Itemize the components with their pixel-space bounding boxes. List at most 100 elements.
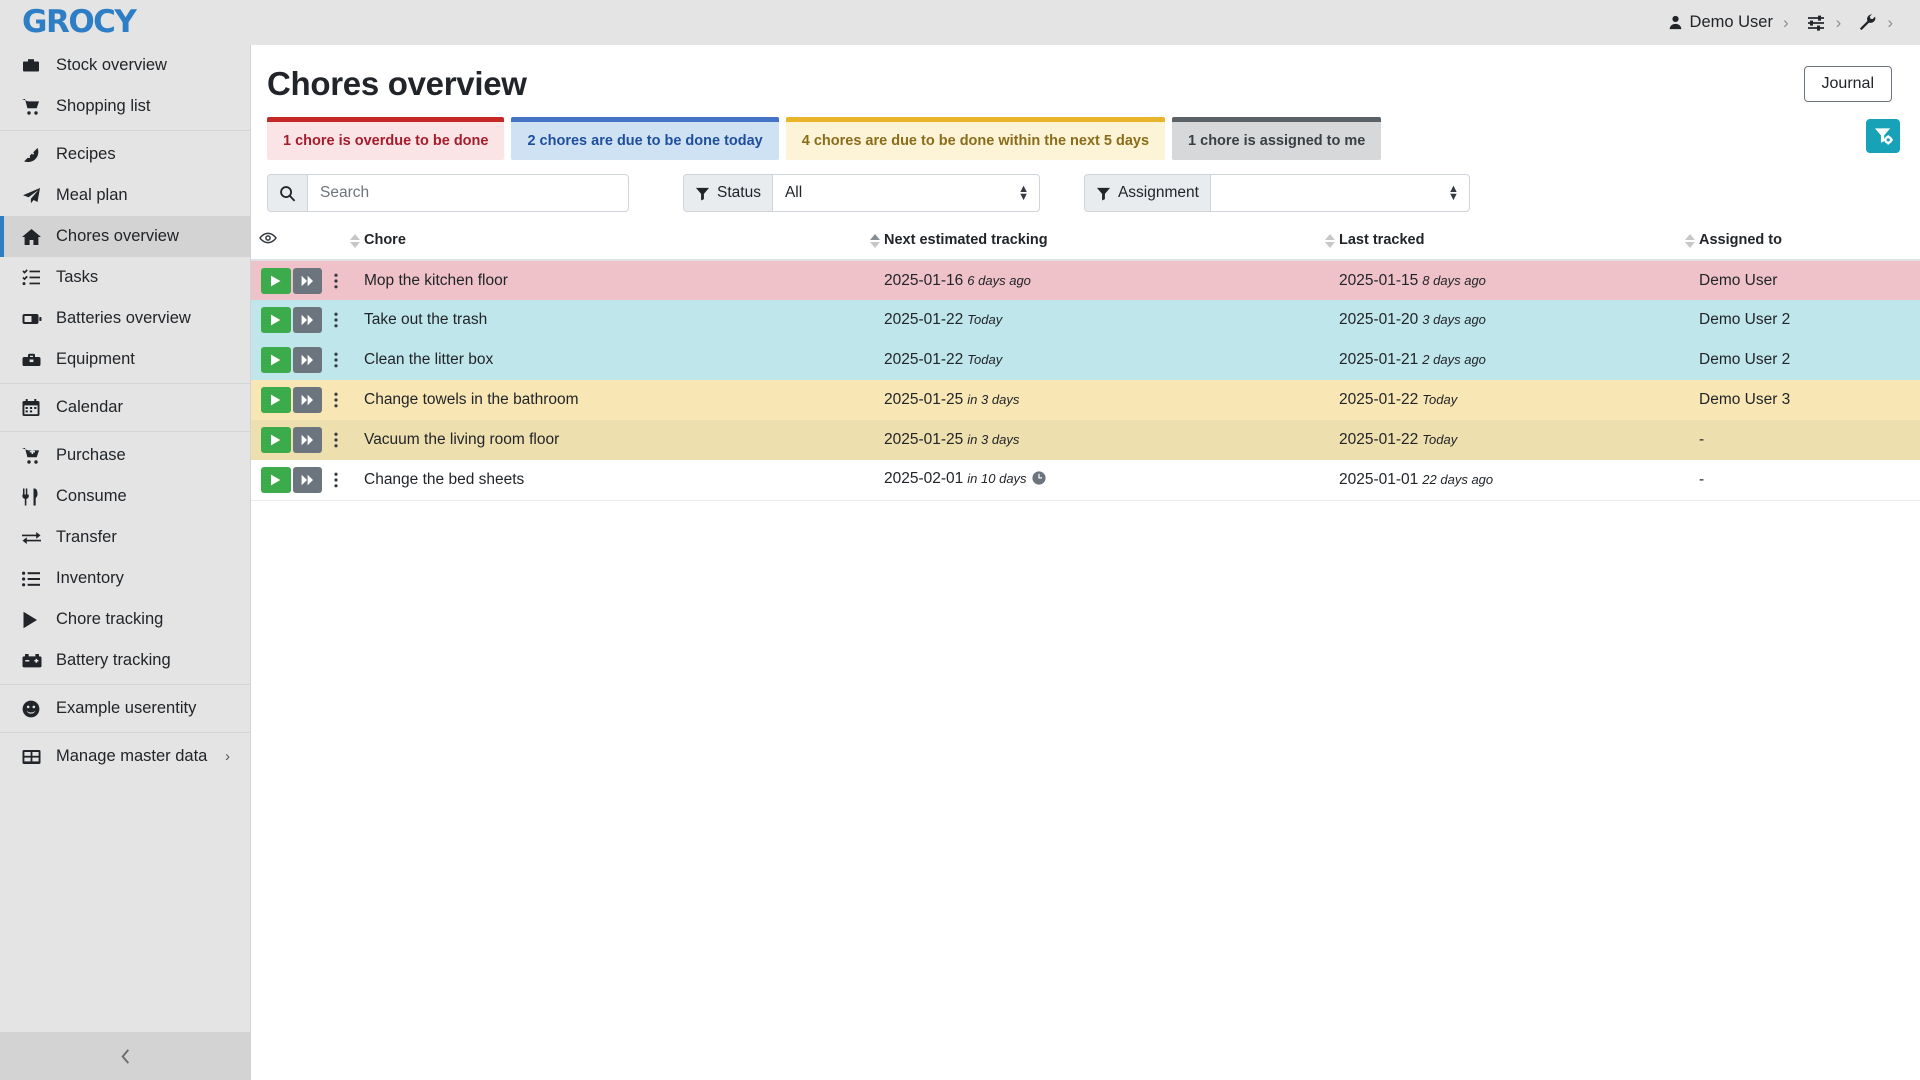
skip-chore-button[interactable] <box>292 347 323 373</box>
sidebar-item-stock-overview[interactable]: Stock overview <box>0 45 250 86</box>
row-menu-button[interactable] <box>324 427 348 453</box>
status-card[interactable]: 4 chores are due to be done within the n… <box>785 117 1166 160</box>
sidebar-item-chores-overview[interactable]: Chores overview <box>0 216 250 257</box>
next-date: 2025-01-25 <box>884 431 964 448</box>
sort-indicator-icon[interactable] <box>870 233 880 248</box>
last-date: 2025-01-01 <box>1339 470 1419 488</box>
person-icon <box>1668 15 1683 30</box>
pizza-icon <box>22 146 44 164</box>
assignment-filter-select[interactable]: ▲ ▼ <box>1209 174 1470 212</box>
sidebar-item-label: Meal plan <box>56 186 128 204</box>
last-relative: 3 days ago <box>1422 312 1486 327</box>
cart-icon <box>22 98 44 116</box>
sidebar-item-tasks[interactable]: Tasks <box>0 257 250 298</box>
cart-plus-icon <box>22 447 44 465</box>
chevron-right-icon[interactable]: › <box>225 748 230 765</box>
sidebar-item-purchase[interactable]: Purchase <box>0 435 250 476</box>
column-header-eye-icon <box>251 222 356 261</box>
column-header-next-tracking[interactable]: Next estimated tracking <box>870 222 1331 261</box>
eye-icon[interactable] <box>259 232 277 244</box>
settings-menu[interactable] <box>1800 14 1832 32</box>
column-header-assigned-to[interactable]: Assigned to <box>1685 222 1920 261</box>
sidebar-item-inventory[interactable]: Inventory <box>0 558 250 599</box>
table-row[interactable]: Change the bed sheets 2025-02-01 in 10 day… <box>251 460 1920 500</box>
sidebar-item-calendar[interactable]: Calendar <box>0 387 250 428</box>
status-card[interactable]: 1 chore is overdue to be done <box>267 117 505 160</box>
cell-last-tracked: 2025-01-22 Today <box>1331 420 1691 460</box>
next-date: 2025-01-25 <box>884 391 964 408</box>
search-addon <box>267 174 307 212</box>
table-row[interactable]: Change towels in the bathroom 2025-01-25 i… <box>251 380 1920 420</box>
skip-chore-button[interactable] <box>292 267 323 294</box>
cell-chore-name: Change towels in the bathroom <box>364 391 579 408</box>
sidebar-separator <box>0 383 250 384</box>
sort-indicator-icon[interactable] <box>1685 233 1695 248</box>
table-row[interactable]: Vacuum the living room floor 2025-01-25 in… <box>251 420 1920 460</box>
track-chore-button[interactable] <box>261 307 291 333</box>
filter-cog-icon <box>1874 128 1893 145</box>
journal-button[interactable]: Journal <box>1803 66 1892 102</box>
status-card-bar <box>785 117 1166 122</box>
status-card-label: 1 chore is assigned to me <box>1172 122 1382 160</box>
chevron-left-icon <box>120 1048 129 1064</box>
sidebar-item-manage-master-data[interactable]: Manage master data › <box>0 736 250 777</box>
sidebar-item-label: Recipes <box>56 145 116 163</box>
search-input[interactable]: Search <box>307 174 629 212</box>
track-chore-button[interactable] <box>261 347 291 373</box>
row-menu-button[interactable] <box>324 307 348 333</box>
tools-menu-chevron-icon[interactable]: › <box>1887 12 1893 32</box>
table-row[interactable]: Mop the kitchen floor 2025-01-16 6 days ag… <box>251 260 1920 300</box>
status-card[interactable]: 1 chore is assigned to me <box>1172 117 1382 160</box>
sidebar-item-batteries-overview[interactable]: Batteries overview <box>0 298 250 339</box>
skip-chore-button[interactable] <box>292 387 323 413</box>
row-menu-button[interactable] <box>324 268 348 294</box>
table-filter-button[interactable] <box>1866 119 1900 153</box>
skip-chore-button[interactable] <box>292 427 323 453</box>
sidebar-item-example-userentity[interactable]: Example userentity <box>0 688 250 729</box>
tools-menu[interactable] <box>1852 13 1883 32</box>
sort-indicator-icon[interactable] <box>350 233 360 248</box>
table-row[interactable]: Clean the litter box 2025-01-22 Today 2025-… <box>251 340 1920 380</box>
app-logo[interactable]: GROCY <box>22 4 137 40</box>
sidebar-item-meal-plan[interactable]: Meal plan <box>0 175 250 216</box>
track-chore-button[interactable] <box>261 427 291 453</box>
fast-forward-icon <box>301 314 313 326</box>
settings-menu-chevron-icon[interactable]: › <box>1835 12 1842 32</box>
sidebar-item-consume[interactable]: Consume <box>0 476 250 517</box>
status-filter-select[interactable]: All ▲ ▼ <box>771 174 1040 212</box>
play-icon <box>271 354 281 366</box>
next-date: 2025-01-22 <box>884 311 964 328</box>
row-menu-button[interactable] <box>324 387 348 413</box>
sidebar-collapse-button[interactable] <box>0 1032 250 1080</box>
vertical-dots-icon <box>334 472 338 488</box>
home-icon <box>22 228 44 246</box>
user-menu-chevron-icon[interactable]: › <box>1782 12 1789 32</box>
track-chore-button[interactable] <box>261 466 291 493</box>
sidebar-item-equipment[interactable]: Equipment <box>0 339 250 380</box>
vertical-dots-icon <box>334 273 338 288</box>
status-card-label: 4 chores are due to be done within the n… <box>785 122 1166 160</box>
sidebar-item-label: Consume <box>56 487 127 505</box>
sidebar-item-chore-tracking[interactable]: Chore tracking <box>0 599 250 640</box>
skip-chore-button[interactable] <box>292 307 323 333</box>
assignment-filter-group: Assignment ▲ ▼ <box>1083 174 1470 212</box>
status-filter-value: All <box>784 184 803 201</box>
sidebar-item-transfer[interactable]: Transfer <box>0 517 250 558</box>
sidebar-item-battery-tracking[interactable]: Battery tracking <box>0 640 250 681</box>
sidebar-item-shopping-list[interactable]: Shopping list <box>0 86 250 127</box>
table-row[interactable]: Take out the trash 2025-01-22 Today 2025-01… <box>251 300 1920 340</box>
row-menu-button[interactable] <box>324 347 348 373</box>
sidebar-item-recipes[interactable]: Recipes <box>0 134 250 175</box>
row-menu-button[interactable] <box>324 467 348 493</box>
user-menu[interactable]: Demo User <box>1662 13 1779 32</box>
utensils-icon <box>22 488 44 506</box>
column-header-last-tracked[interactable]: Last tracked <box>1325 222 1691 261</box>
column-header-chore[interactable]: Chore <box>350 222 876 261</box>
skip-chore-button[interactable] <box>292 466 323 493</box>
sort-indicator-icon[interactable] <box>1325 233 1335 248</box>
status-card[interactable]: 2 chores are due to be done today <box>511 117 779 160</box>
track-chore-button[interactable] <box>261 267 291 294</box>
main-content: Chores overview Journal 1 chore is overd… <box>251 45 1920 1080</box>
track-chore-button[interactable] <box>261 387 291 413</box>
last-relative: 22 days ago <box>1422 471 1494 487</box>
